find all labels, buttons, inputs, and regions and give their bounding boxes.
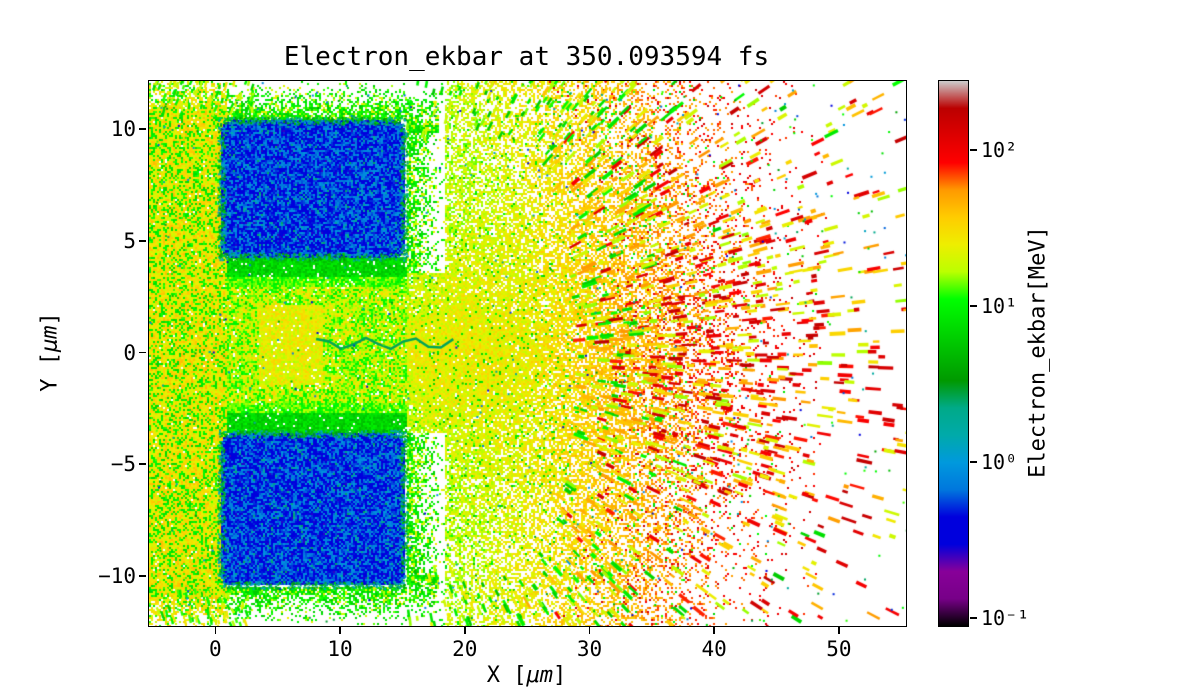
colorbar-tick-label: 10⁻¹ <box>981 605 1030 630</box>
y-tick-label: −5 <box>110 452 136 477</box>
y-axis-label-suffix: ] <box>37 312 63 326</box>
x-axis-label-unit: μm <box>526 663 554 688</box>
x-tick-mark <box>339 627 341 634</box>
colorbar-tick-mark <box>970 305 977 307</box>
colorbar-tick-label: 10² <box>981 137 1018 162</box>
colorbar-gradient <box>939 81 968 626</box>
y-tick-label: 5 <box>123 228 136 253</box>
y-tick-label: 10 <box>110 117 136 142</box>
colorbar-tick-mark <box>970 149 977 151</box>
y-tick-label: 0 <box>123 340 136 365</box>
x-tick-mark <box>713 627 715 634</box>
y-tick-mark <box>139 463 146 465</box>
x-tick-label: 30 <box>576 637 603 661</box>
y-tick-mark <box>139 575 146 577</box>
colorbar-tick-label: 10¹ <box>981 293 1018 318</box>
heatmap-canvas <box>149 81 906 626</box>
y-tick-mark <box>139 128 146 130</box>
x-tick-label: 50 <box>826 637 852 661</box>
colorbar-tick-label: 10⁰ <box>981 449 1018 474</box>
colorbar-frame <box>938 80 969 627</box>
y-tick-mark <box>139 240 146 242</box>
colorbar-label: Electron_ekbar[MeV] <box>1025 226 1051 478</box>
y-tick-mark <box>139 351 146 354</box>
x-tick-mark <box>838 627 840 634</box>
x-tick-label: 20 <box>452 637 478 661</box>
x-tick-label: 40 <box>701 637 727 661</box>
plot-frame <box>148 80 907 627</box>
x-tick-mark <box>464 627 466 634</box>
colorbar-tick-mark <box>970 461 977 463</box>
x-tick-mark <box>588 627 591 634</box>
y-tick-label: −10 <box>98 563 136 588</box>
x-tick-mark <box>214 627 217 634</box>
x-axis-label-suffix: ] <box>553 663 567 688</box>
x-axis-label: X [μm] <box>148 663 905 688</box>
x-tick-label: 0 <box>209 637 222 661</box>
colorbar-tick-mark <box>970 617 977 619</box>
chart-title: Electron_ekbar at 350.093594 fs <box>283 42 770 72</box>
x-axis-label-prefix: X [ <box>486 663 527 688</box>
x-tick-label: 10 <box>327 637 353 661</box>
